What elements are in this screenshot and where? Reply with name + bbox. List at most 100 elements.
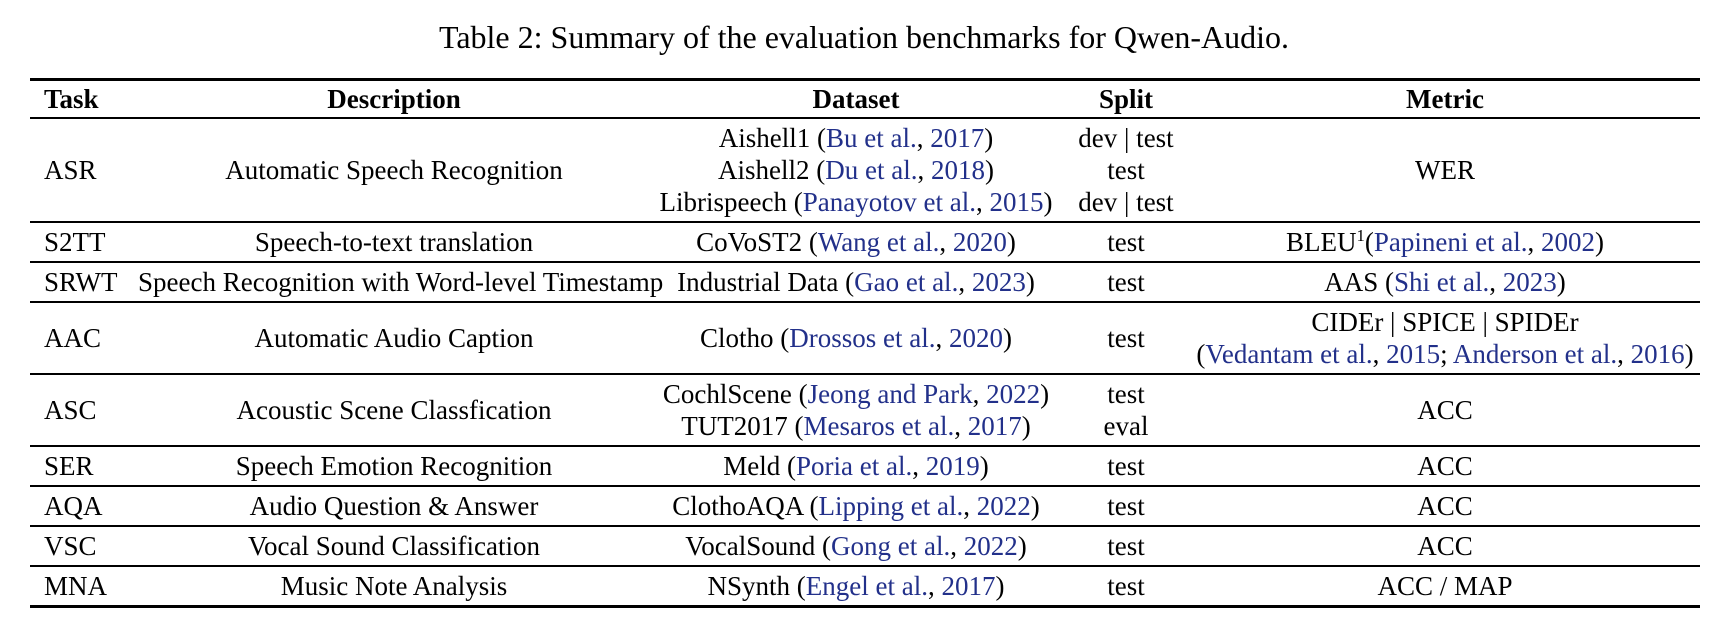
- split-value: test: [1107, 491, 1145, 521]
- text-segment: ,: [912, 451, 926, 481]
- text-segment: ,: [927, 571, 942, 601]
- text-segment: ,: [958, 267, 972, 297]
- metric-cell: CIDEr | SPICE | SPIDEr (Vedantam et al., …: [1190, 302, 1700, 374]
- citation-link[interactable]: Engel et al.: [805, 571, 928, 601]
- split-cell: test: [1062, 566, 1190, 607]
- split-value: dev | test: [1078, 187, 1174, 217]
- text-segment: ,: [954, 411, 968, 441]
- citation-link[interactable]: Lipping et al.: [818, 491, 964, 521]
- text-segment: ): [984, 155, 994, 185]
- text-segment: ,: [975, 187, 990, 217]
- citation-link[interactable]: Bu et al.: [826, 123, 917, 153]
- citation-link[interactable]: 2015: [1386, 339, 1441, 369]
- citation-link[interactable]: 2022: [986, 379, 1041, 409]
- citation-link[interactable]: 2020: [952, 227, 1007, 257]
- table-body: ASR Automatic Speech Recognition Aishell1 …: [30, 118, 1700, 607]
- metric-cell: ACC: [1190, 446, 1700, 486]
- text-segment: ): [1595, 227, 1605, 257]
- dataset-line: Meld (Poria et al., 2019): [650, 450, 1062, 482]
- text-segment: ,: [1489, 267, 1503, 297]
- dataset-cell: Clotho (Drossos et al., 2020): [650, 302, 1062, 374]
- citation-link[interactable]: Du et al.: [825, 155, 918, 185]
- table-header: Task Description Dataset Split Metric: [30, 80, 1700, 118]
- text-segment: ACC: [1417, 531, 1473, 561]
- citation-link[interactable]: 2015: [989, 187, 1044, 217]
- metric-line: ACC: [1190, 394, 1700, 426]
- text-segment: ): [1006, 227, 1016, 257]
- citation-link[interactable]: 2017: [967, 411, 1022, 441]
- text-segment: Industrial Data (: [677, 267, 855, 297]
- citation-link[interactable]: Anderson et al.: [1452, 339, 1618, 369]
- citation-link[interactable]: Wang et al.: [817, 227, 940, 257]
- text-segment: ): [1030, 491, 1040, 521]
- text-segment: ): [1025, 267, 1035, 297]
- citation-link[interactable]: Poria et al.: [796, 451, 913, 481]
- split-value: test: [1107, 379, 1145, 409]
- column-header-task: Task: [44, 84, 99, 114]
- text-segment: ): [984, 123, 994, 153]
- description-cell: Acoustic Scene Classfication: [236, 395, 552, 425]
- citation-link[interactable]: Drossos et al.: [789, 323, 936, 353]
- task-cell: VSC: [44, 531, 97, 561]
- metric-cell: ACC: [1190, 486, 1700, 526]
- task-cell: MNA: [44, 571, 108, 601]
- text-segment: ): [1556, 267, 1566, 297]
- task-cell: ASC: [44, 395, 97, 425]
- description-cell: Automatic Speech Recognition: [225, 155, 563, 185]
- description-cell: Vocal Sound Classification: [248, 531, 540, 561]
- citation-link[interactable]: Panayotov et al.: [802, 187, 976, 217]
- citation-link[interactable]: 2022: [963, 531, 1018, 561]
- split-value: test: [1107, 267, 1145, 297]
- text-segment: ): [1684, 339, 1694, 369]
- citation-link[interactable]: Mesaros et al.: [803, 411, 955, 441]
- citation-link[interactable]: 2023: [971, 267, 1026, 297]
- text-segment: ,: [939, 227, 953, 257]
- text-segment: (: [1364, 227, 1374, 257]
- text-segment: ,: [972, 379, 987, 409]
- split-value: dev | test: [1078, 123, 1174, 153]
- description-cell: Speech Recognition with Word-level Times…: [138, 267, 664, 297]
- split-value: test: [1107, 571, 1145, 601]
- citation-link[interactable]: 2023: [1502, 267, 1557, 297]
- table-row-ser: SER Speech Emotion Recognition Meld (Poria…: [30, 446, 1700, 486]
- dataset-cell: Industrial Data (Gao et al., 2023): [650, 262, 1062, 302]
- table-row-s2tt: S2TT Speech-to-text translation CoVoST2 (W…: [30, 222, 1700, 262]
- text-segment: ACC / MAP: [1377, 571, 1513, 601]
- citation-link[interactable]: 2020: [949, 323, 1003, 353]
- citation-link[interactable]: 2017: [930, 123, 985, 153]
- text-segment: BLEU: [1285, 227, 1357, 257]
- text-segment: Aishell2 (: [718, 155, 826, 185]
- dataset-line: Aishell2 (Du et al., 2018): [650, 154, 1062, 186]
- citation-link[interactable]: 2019: [925, 451, 980, 481]
- text-segment: ): [979, 451, 989, 481]
- text-segment: (: [1196, 339, 1206, 369]
- citation-link[interactable]: Vedantam et al.: [1205, 339, 1373, 369]
- description-cell: Music Note Analysis: [280, 571, 508, 601]
- citation-link[interactable]: Gao et al.: [854, 267, 959, 297]
- citation-link[interactable]: 2002: [1541, 227, 1596, 257]
- citation-link[interactable]: 2022: [976, 491, 1031, 521]
- table-row-asc: ASC Acoustic Scene Classfication CochlScen…: [30, 374, 1700, 446]
- metric-cell: ACC: [1190, 374, 1700, 446]
- citation-link[interactable]: 2018: [930, 155, 985, 185]
- citation-link[interactable]: Papineni et al.: [1373, 227, 1528, 257]
- citation-link[interactable]: Shi et al.: [1394, 267, 1490, 297]
- citation-link[interactable]: Jeong and Park: [807, 379, 973, 409]
- citation-link[interactable]: Gong et al.: [831, 531, 951, 561]
- benchmark-table: Task Description Dataset Split Metric ASR Aut…: [30, 78, 1700, 608]
- task-cell: S2TT: [44, 227, 106, 257]
- text-segment: VocalSound (: [685, 531, 831, 561]
- text-segment: ,: [950, 531, 964, 561]
- dataset-cell: CochlScene (Jeong and Park, 2022) TUT2017…: [650, 374, 1062, 446]
- citation-link[interactable]: 2016: [1630, 339, 1685, 369]
- text-segment: Clotho (: [700, 323, 790, 353]
- metric-line: ACC / MAP: [1190, 570, 1700, 602]
- text-segment: ,: [916, 123, 931, 153]
- text-segment: TUT2017 (: [681, 411, 804, 441]
- task-cell: AAC: [44, 323, 102, 353]
- text-segment: ACC: [1417, 451, 1473, 481]
- text-segment: ACC: [1417, 395, 1473, 425]
- citation-link[interactable]: 2017: [941, 571, 996, 601]
- metric-line: ACC: [1190, 530, 1700, 562]
- metric-line: BLEU1(Papineni et al., 2002): [1190, 226, 1700, 258]
